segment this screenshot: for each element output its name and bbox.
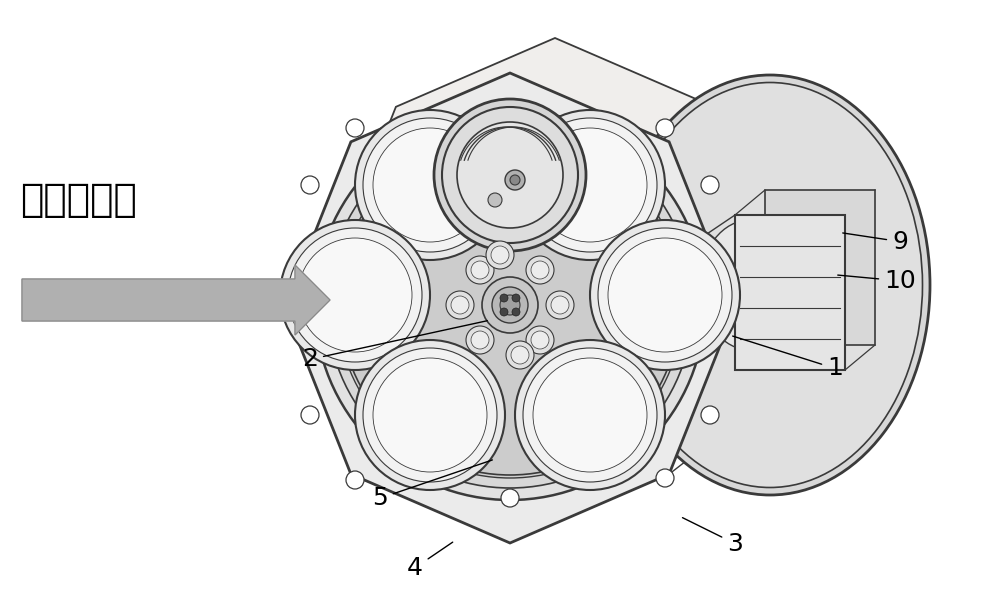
Circle shape <box>471 331 489 349</box>
Circle shape <box>315 110 705 500</box>
Circle shape <box>500 295 520 315</box>
Circle shape <box>301 406 319 424</box>
Circle shape <box>590 220 740 370</box>
Circle shape <box>500 294 508 302</box>
Polygon shape <box>330 38 780 508</box>
Circle shape <box>346 471 364 489</box>
Text: 4: 4 <box>407 542 453 580</box>
Circle shape <box>531 331 549 349</box>
Circle shape <box>373 358 487 472</box>
Ellipse shape <box>618 83 922 487</box>
Circle shape <box>533 358 647 472</box>
Circle shape <box>546 291 574 319</box>
Circle shape <box>510 175 520 185</box>
Circle shape <box>598 228 732 362</box>
Circle shape <box>337 132 683 478</box>
Text: 5: 5 <box>372 460 492 510</box>
Circle shape <box>346 119 364 137</box>
Circle shape <box>482 277 538 333</box>
Circle shape <box>515 110 665 260</box>
Circle shape <box>526 326 554 354</box>
Circle shape <box>491 246 509 264</box>
Circle shape <box>327 122 693 488</box>
Circle shape <box>451 296 469 314</box>
Circle shape <box>533 128 647 242</box>
Text: 10: 10 <box>838 269 916 293</box>
Circle shape <box>608 238 722 352</box>
Circle shape <box>486 241 514 269</box>
Ellipse shape <box>700 220 800 350</box>
Circle shape <box>523 118 657 252</box>
Circle shape <box>442 107 578 243</box>
Circle shape <box>656 469 674 487</box>
Circle shape <box>298 238 412 352</box>
Circle shape <box>280 220 430 370</box>
Circle shape <box>505 170 525 190</box>
Circle shape <box>701 406 719 424</box>
Circle shape <box>488 193 502 207</box>
Circle shape <box>457 122 563 228</box>
Polygon shape <box>285 73 735 543</box>
Ellipse shape <box>610 75 930 495</box>
Circle shape <box>355 340 505 490</box>
Circle shape <box>526 256 554 284</box>
Circle shape <box>701 176 719 194</box>
Circle shape <box>515 340 665 490</box>
Circle shape <box>471 261 489 279</box>
Text: 9: 9 <box>843 230 908 254</box>
Circle shape <box>363 118 497 252</box>
Circle shape <box>501 99 519 117</box>
Circle shape <box>551 296 569 314</box>
Circle shape <box>512 308 520 316</box>
Circle shape <box>466 326 494 354</box>
Circle shape <box>531 261 549 279</box>
Circle shape <box>340 135 680 475</box>
FancyArrow shape <box>22 265 330 335</box>
Circle shape <box>492 287 528 323</box>
Circle shape <box>466 256 494 284</box>
Circle shape <box>523 348 657 482</box>
Circle shape <box>434 99 586 251</box>
Polygon shape <box>765 190 875 345</box>
Text: 信号光入射: 信号光入射 <box>20 181 137 219</box>
Circle shape <box>446 291 474 319</box>
Circle shape <box>500 308 508 316</box>
Polygon shape <box>735 215 845 370</box>
Text: 3: 3 <box>682 518 743 556</box>
Circle shape <box>506 341 534 369</box>
Circle shape <box>373 128 487 242</box>
Circle shape <box>511 346 529 364</box>
Text: 2: 2 <box>302 321 487 371</box>
Circle shape <box>288 228 422 362</box>
Circle shape <box>512 294 520 302</box>
Circle shape <box>355 110 505 260</box>
Circle shape <box>301 176 319 194</box>
Circle shape <box>363 348 497 482</box>
Text: 1: 1 <box>733 336 843 381</box>
Circle shape <box>656 119 674 137</box>
Circle shape <box>501 489 519 507</box>
